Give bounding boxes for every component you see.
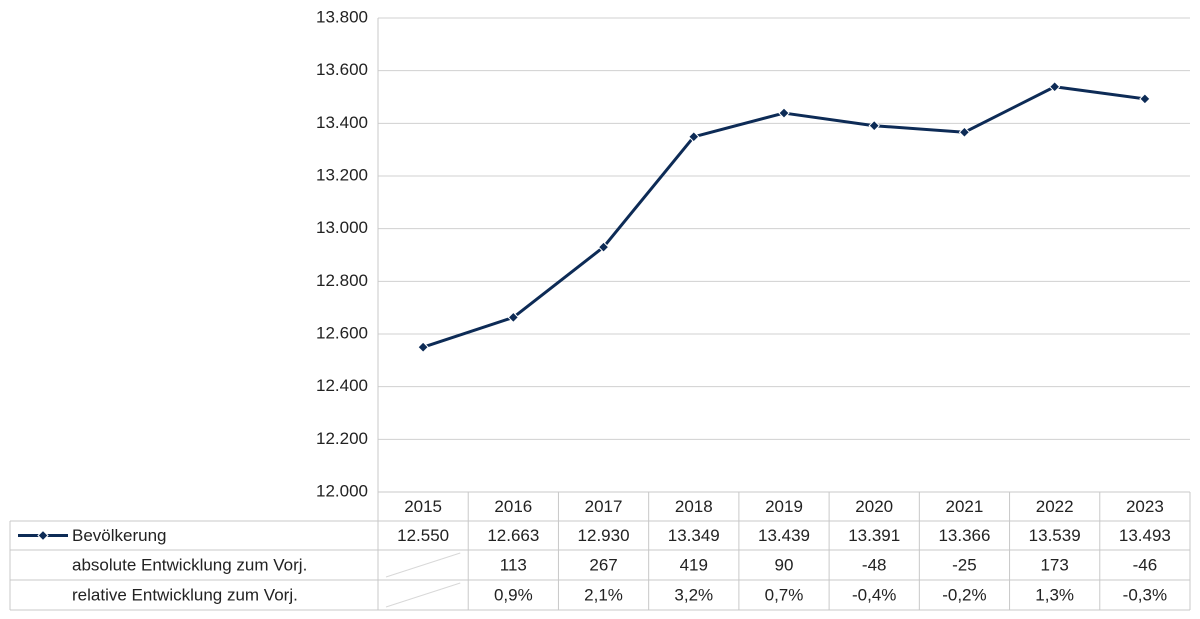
x-tick-label: 2021: [946, 497, 984, 516]
x-tick-label: 2015: [404, 497, 442, 516]
marker: [1048, 81, 1061, 93]
legend-marker: [37, 529, 49, 542]
table-cell: -25: [952, 555, 977, 574]
y-tick-label: 13.400: [316, 113, 368, 132]
table-cell: 13.349: [668, 526, 720, 545]
y-tick-label: 12.800: [316, 271, 368, 290]
legend-label: Bevölkerung: [72, 526, 167, 545]
marker: [688, 131, 700, 143]
table-cell: -0,2%: [942, 585, 986, 604]
x-tick-label: 2016: [494, 497, 532, 516]
table-cell: 419: [680, 555, 708, 574]
x-tick-label: 2019: [765, 497, 803, 516]
row-label: absolute Entwicklung zum Vorj.: [72, 555, 307, 574]
table-cell: -46: [1133, 555, 1158, 574]
table-cell: 3,2%: [674, 585, 713, 604]
table-cell: 1,3%: [1035, 585, 1074, 604]
table-cell: 0,7%: [765, 585, 804, 604]
table-cell: 0,9%: [494, 585, 533, 604]
table-cell: 13.539: [1029, 526, 1081, 545]
empty-cell-diagonal: [385, 582, 461, 608]
table-cell: 13.439: [758, 526, 810, 545]
marker: [507, 311, 520, 324]
marker: [778, 107, 790, 119]
row-label: relative Entwicklung zum Vorj.: [72, 585, 298, 604]
x-tick-label: 2020: [855, 497, 893, 516]
marker: [958, 126, 971, 138]
table-cell: -48: [862, 555, 887, 574]
table-cell: 90: [775, 555, 794, 574]
table-cell: 113: [500, 555, 527, 574]
table-cell: 13.391: [848, 526, 900, 545]
table-cell: 13.366: [938, 526, 990, 545]
x-tick-label: 2023: [1126, 497, 1164, 516]
y-tick-label: 12.000: [316, 481, 368, 500]
y-tick-label: 13.600: [316, 60, 368, 79]
x-tick-label: 2022: [1036, 497, 1074, 516]
table-cell: 12.550: [397, 526, 449, 545]
marker: [597, 241, 610, 253]
series-line: [422, 85, 1146, 349]
y-tick-label: 13.200: [316, 165, 368, 184]
table-cell: 173: [1040, 555, 1068, 574]
y-tick-label: 12.200: [316, 429, 368, 448]
table-cell: 12.663: [487, 526, 539, 545]
y-tick-label: 12.400: [316, 376, 368, 395]
x-tick-label: 2017: [585, 497, 623, 516]
marker: [868, 119, 880, 132]
table-cell: 267: [589, 555, 617, 574]
table-cell: 12.930: [578, 526, 630, 545]
y-tick-label: 13.800: [316, 7, 368, 26]
table-cell: 2,1%: [584, 585, 623, 604]
y-tick-label: 12.600: [316, 323, 368, 342]
marker: [1139, 93, 1151, 105]
table-cell: 13.493: [1119, 526, 1171, 545]
empty-cell-diagonal: [385, 552, 461, 578]
marker: [417, 341, 429, 353]
y-tick-label: 13.000: [316, 218, 368, 237]
x-tick-label: 2018: [675, 497, 713, 516]
table-cell: -0,3%: [1123, 585, 1167, 604]
table-cell: -0,4%: [852, 585, 896, 604]
